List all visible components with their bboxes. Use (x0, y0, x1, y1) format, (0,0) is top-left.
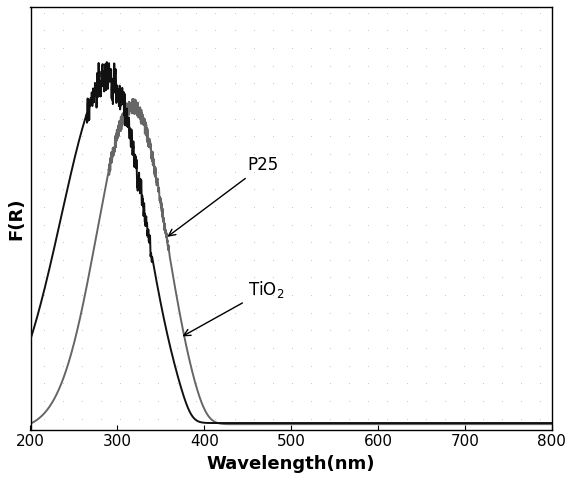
Text: P25: P25 (168, 156, 279, 236)
Y-axis label: F(R): F(R) (7, 197, 25, 240)
X-axis label: Wavelength(nm): Wavelength(nm) (207, 455, 375, 473)
Text: TiO$_2$: TiO$_2$ (184, 279, 284, 336)
